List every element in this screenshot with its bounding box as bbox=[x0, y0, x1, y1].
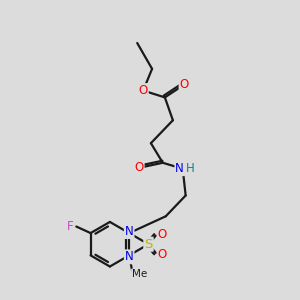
Text: S: S bbox=[144, 238, 153, 251]
Text: O: O bbox=[139, 84, 148, 97]
Text: O: O bbox=[158, 228, 167, 241]
Text: Me: Me bbox=[132, 269, 147, 279]
Text: N: N bbox=[125, 225, 134, 238]
Text: O: O bbox=[134, 161, 144, 174]
Text: N: N bbox=[125, 250, 134, 263]
Text: H: H bbox=[186, 162, 195, 175]
Text: N: N bbox=[175, 162, 184, 175]
Text: O: O bbox=[180, 78, 189, 91]
Text: F: F bbox=[67, 220, 74, 233]
Text: O: O bbox=[158, 248, 167, 261]
